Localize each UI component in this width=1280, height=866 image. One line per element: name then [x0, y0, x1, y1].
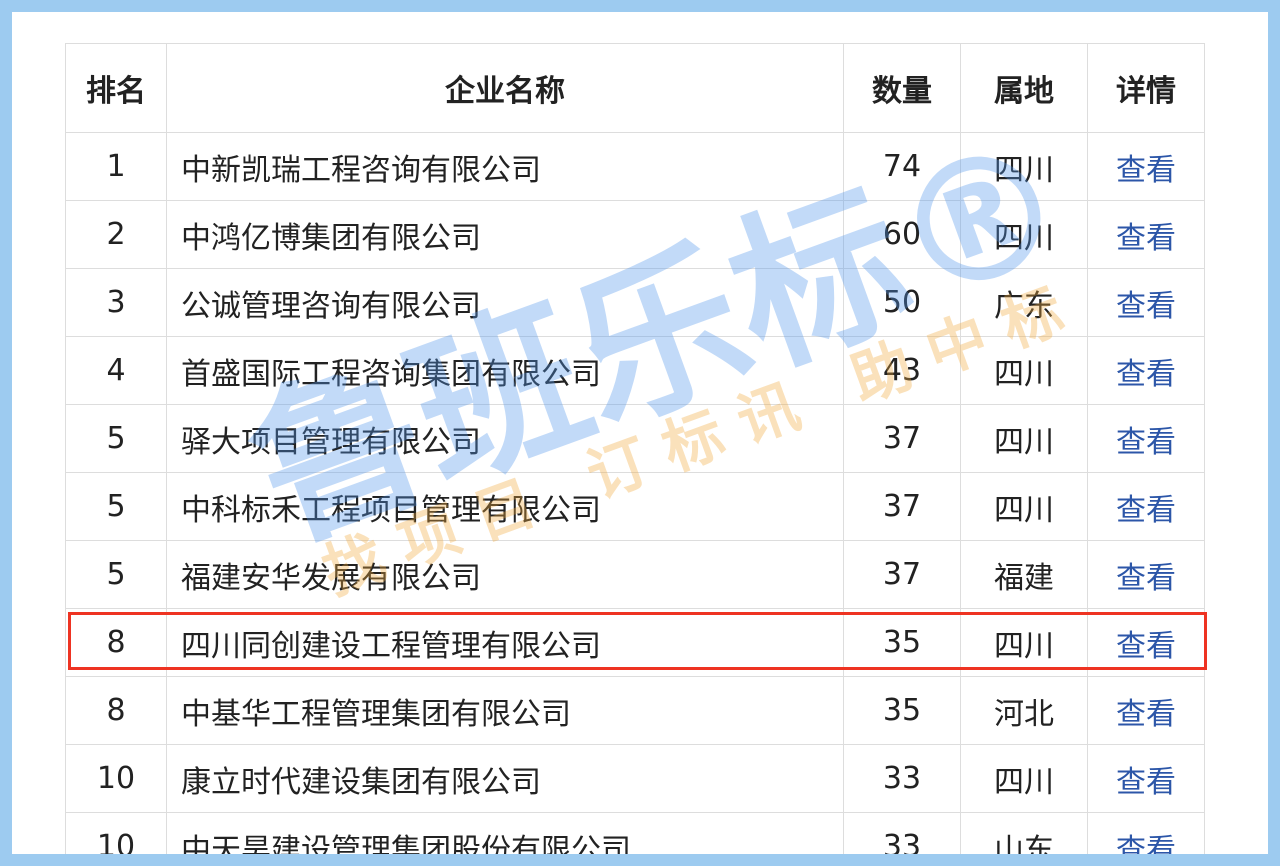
detail-link[interactable]: 查看: [1116, 220, 1176, 256]
rank-cell: 10: [65, 812, 167, 866]
table-row: 10 康立时代建设集团有限公司 33 四川 查看: [65, 744, 1205, 813]
count-cell: 35: [843, 676, 961, 745]
rank-cell: 8: [65, 608, 167, 677]
count-cell: 74: [843, 132, 961, 201]
region-cell: 四川: [960, 472, 1088, 541]
detail-link[interactable]: 查看: [1116, 832, 1176, 866]
count-cell: 50: [843, 268, 961, 337]
table-row: 5 福建安华发展有限公司 37 福建 查看: [65, 540, 1205, 609]
company-cell: 福建安华发展有限公司: [166, 540, 844, 609]
detail-cell: 查看: [1087, 676, 1205, 745]
region-cell: 四川: [960, 132, 1088, 201]
header-row: 排名 企业名称 数量 属地 详情: [65, 43, 1205, 133]
detail-link[interactable]: 查看: [1116, 764, 1176, 800]
detail-link[interactable]: 查看: [1116, 356, 1176, 392]
table-body: 1 中新凯瑞工程咨询有限公司 74 四川 查看 2 中鸿亿博集团有限公司 60 四川 查看 3 公诚管…: [65, 132, 1205, 866]
region-cell: 四川: [960, 744, 1088, 813]
detail-link[interactable]: 查看: [1116, 560, 1176, 596]
rank-cell: 10: [65, 744, 167, 813]
region-cell: 山东: [960, 812, 1088, 866]
detail-link[interactable]: 查看: [1116, 152, 1176, 188]
ranking-table: 排名 企业名称 数量 属地 详情 1 中新凯瑞工程咨询有限公司 74 四川 查看 2 中鸿亿博集团有…: [65, 43, 1205, 866]
company-cell: 中天昊建设管理集团股份有限公司: [166, 812, 844, 866]
company-cell: 中鸿亿博集团有限公司: [166, 200, 844, 269]
table-row: 3 公诚管理咨询有限公司 50 广东 查看: [65, 268, 1205, 337]
region-cell: 四川: [960, 336, 1088, 405]
rank-cell: 5: [65, 472, 167, 541]
company-cell: 康立时代建设集团有限公司: [166, 744, 844, 813]
company-cell: 首盛国际工程咨询集团有限公司: [166, 336, 844, 405]
region-cell: 福建: [960, 540, 1088, 609]
company-cell: 公诚管理咨询有限公司: [166, 268, 844, 337]
region-cell: 广东: [960, 268, 1088, 337]
region-cell: 四川: [960, 608, 1088, 677]
count-cell: 33: [843, 812, 961, 866]
table-row: 2 中鸿亿博集团有限公司 60 四川 查看: [65, 200, 1205, 269]
detail-cell: 查看: [1087, 132, 1205, 201]
detail-cell: 查看: [1087, 744, 1205, 813]
rank-cell: 5: [65, 540, 167, 609]
rank-cell: 5: [65, 404, 167, 473]
company-cell: 中新凯瑞工程咨询有限公司: [166, 132, 844, 201]
table-row: 10 中天昊建设管理集团股份有限公司 33 山东 查看: [65, 812, 1205, 866]
detail-cell: 查看: [1087, 268, 1205, 337]
region-cell: 河北: [960, 676, 1088, 745]
detail-link[interactable]: 查看: [1116, 628, 1176, 664]
region-cell: 四川: [960, 200, 1088, 269]
rank-cell: 8: [65, 676, 167, 745]
table-row: 5 驿大项目管理有限公司 37 四川 查看: [65, 404, 1205, 473]
table-row: 5 中科标禾工程项目管理有限公司 37 四川 查看: [65, 472, 1205, 541]
detail-link[interactable]: 查看: [1116, 424, 1176, 460]
header-cell: 数量: [843, 43, 961, 133]
count-cell: 37: [843, 404, 961, 473]
table-row: 8 四川同创建设工程管理有限公司 35 四川 查看: [65, 608, 1205, 677]
header-cell: 属地: [960, 43, 1088, 133]
header-cell: 详情: [1087, 43, 1205, 133]
company-cell: 驿大项目管理有限公司: [166, 404, 844, 473]
detail-cell: 查看: [1087, 200, 1205, 269]
company-cell: 四川同创建设工程管理有限公司: [166, 608, 844, 677]
highlight-box: [68, 612, 1207, 670]
detail-link[interactable]: 查看: [1116, 696, 1176, 732]
count-cell: 33: [843, 744, 961, 813]
detail-cell: 查看: [1087, 404, 1205, 473]
rank-cell: 3: [65, 268, 167, 337]
count-cell: 37: [843, 540, 961, 609]
detail-link[interactable]: 查看: [1116, 288, 1176, 324]
region-cell: 四川: [960, 404, 1088, 473]
company-cell: 中科标禾工程项目管理有限公司: [166, 472, 844, 541]
count-cell: 37: [843, 472, 961, 541]
count-cell: 43: [843, 336, 961, 405]
table-row: 4 首盛国际工程咨询集团有限公司 43 四川 查看: [65, 336, 1205, 405]
count-cell: 60: [843, 200, 961, 269]
rank-cell: 4: [65, 336, 167, 405]
detail-cell: 查看: [1087, 812, 1205, 866]
table-row: 8 中基华工程管理集团有限公司 35 河北 查看: [65, 676, 1205, 745]
company-cell: 中基华工程管理集团有限公司: [166, 676, 844, 745]
detail-cell: 查看: [1087, 540, 1205, 609]
header-cell: 排名: [65, 43, 167, 133]
header-cell: 企业名称: [166, 43, 844, 133]
rank-cell: 1: [65, 132, 167, 201]
table-row: 1 中新凯瑞工程咨询有限公司 74 四川 查看: [65, 132, 1205, 201]
detail-cell: 查看: [1087, 472, 1205, 541]
detail-cell: 查看: [1087, 336, 1205, 405]
detail-link[interactable]: 查看: [1116, 492, 1176, 528]
rank-cell: 2: [65, 200, 167, 269]
